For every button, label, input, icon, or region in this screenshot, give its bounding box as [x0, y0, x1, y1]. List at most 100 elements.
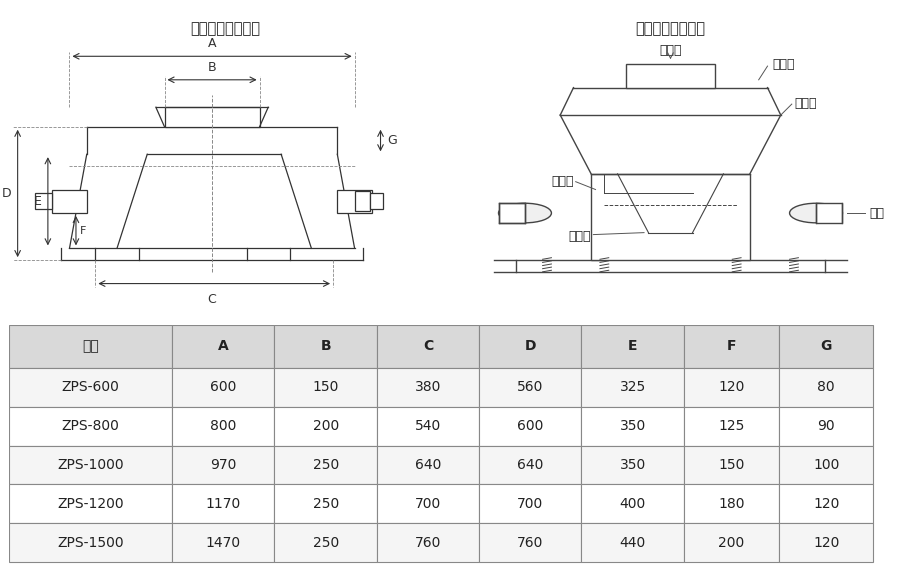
Bar — [274, 325, 377, 368]
Text: 600: 600 — [518, 419, 544, 433]
Text: 防尘盖: 防尘盖 — [772, 58, 795, 71]
Text: 700: 700 — [518, 497, 544, 511]
Text: 200: 200 — [312, 419, 338, 433]
Text: 540: 540 — [415, 419, 441, 433]
Bar — [581, 325, 684, 368]
Bar — [479, 484, 581, 523]
Text: C: C — [208, 294, 216, 306]
Text: 640: 640 — [518, 458, 544, 472]
Bar — [581, 446, 684, 484]
Text: 100: 100 — [813, 458, 840, 472]
Text: 760: 760 — [518, 536, 544, 550]
Text: 90: 90 — [817, 419, 835, 433]
Text: 180: 180 — [718, 497, 744, 511]
Bar — [172, 484, 274, 523]
Bar — [779, 406, 873, 446]
Bar — [626, 64, 715, 88]
Bar — [172, 446, 274, 484]
Ellipse shape — [499, 203, 552, 223]
Bar — [581, 523, 684, 562]
Text: A: A — [218, 339, 229, 353]
Bar — [35, 193, 52, 209]
Text: 出料口: 出料口 — [569, 230, 591, 243]
Text: 直排筛外形尺寸图: 直排筛外形尺寸图 — [190, 21, 260, 36]
Bar — [816, 203, 842, 223]
Text: F: F — [726, 339, 736, 353]
Bar — [684, 523, 779, 562]
Text: G: G — [821, 339, 832, 353]
Text: ZPS-800: ZPS-800 — [61, 419, 120, 433]
Bar — [9, 446, 172, 484]
Text: 760: 760 — [415, 536, 441, 550]
Bar — [779, 368, 873, 406]
Bar — [172, 523, 274, 562]
Text: B: B — [320, 339, 331, 353]
Ellipse shape — [789, 203, 842, 223]
Bar — [9, 368, 172, 406]
Text: 上框体: 上框体 — [794, 97, 816, 110]
Bar — [370, 193, 382, 209]
Text: 800: 800 — [210, 419, 237, 433]
Text: ZPS-1000: ZPS-1000 — [58, 458, 124, 472]
Bar — [779, 325, 873, 368]
Text: 120: 120 — [718, 380, 744, 394]
Bar — [581, 406, 684, 446]
Bar — [591, 174, 750, 260]
Text: 970: 970 — [210, 458, 237, 472]
Text: G: G — [387, 134, 397, 147]
Text: ZPS-1500: ZPS-1500 — [58, 536, 124, 550]
Text: 560: 560 — [518, 380, 544, 394]
Text: 型号: 型号 — [82, 339, 99, 353]
Text: 250: 250 — [312, 458, 338, 472]
Text: 200: 200 — [718, 536, 744, 550]
Bar — [479, 325, 581, 368]
Bar — [274, 484, 377, 523]
Bar — [274, 368, 377, 406]
Bar — [377, 484, 479, 523]
Text: 250: 250 — [312, 536, 338, 550]
Text: C: C — [423, 339, 433, 353]
Text: 125: 125 — [718, 419, 744, 433]
Bar — [779, 446, 873, 484]
Bar — [377, 325, 479, 368]
Bar — [581, 484, 684, 523]
Text: 直排筛外形结构图: 直排筛外形结构图 — [635, 21, 706, 36]
Bar — [274, 406, 377, 446]
Bar — [172, 325, 274, 368]
Text: A: A — [208, 38, 216, 50]
Text: 350: 350 — [619, 419, 645, 433]
Bar — [9, 484, 172, 523]
Bar — [499, 203, 525, 223]
Bar — [172, 368, 274, 406]
Text: E: E — [628, 339, 637, 353]
Text: 400: 400 — [619, 497, 645, 511]
Text: 440: 440 — [619, 536, 645, 550]
Bar — [377, 446, 479, 484]
Bar — [9, 406, 172, 446]
Bar — [377, 368, 479, 406]
Text: 150: 150 — [718, 458, 744, 472]
Text: 1470: 1470 — [206, 536, 241, 550]
Text: 电机: 电机 — [869, 206, 884, 219]
Text: 380: 380 — [415, 380, 441, 394]
Text: D: D — [525, 339, 536, 353]
Bar — [684, 368, 779, 406]
Bar — [52, 189, 86, 213]
Bar — [274, 523, 377, 562]
Text: 700: 700 — [415, 497, 441, 511]
Bar — [779, 484, 873, 523]
Bar — [377, 406, 479, 446]
Text: 640: 640 — [415, 458, 441, 472]
Text: 1170: 1170 — [206, 497, 241, 511]
Bar — [684, 484, 779, 523]
Bar — [165, 107, 259, 127]
Text: 120: 120 — [813, 536, 840, 550]
Bar — [9, 523, 172, 562]
Bar — [172, 406, 274, 446]
Text: B: B — [208, 61, 216, 74]
Text: ZPS-1200: ZPS-1200 — [58, 497, 124, 511]
Bar — [684, 325, 779, 368]
Text: 进料口: 进料口 — [659, 44, 682, 57]
Text: E: E — [33, 195, 41, 208]
Bar — [355, 192, 370, 211]
